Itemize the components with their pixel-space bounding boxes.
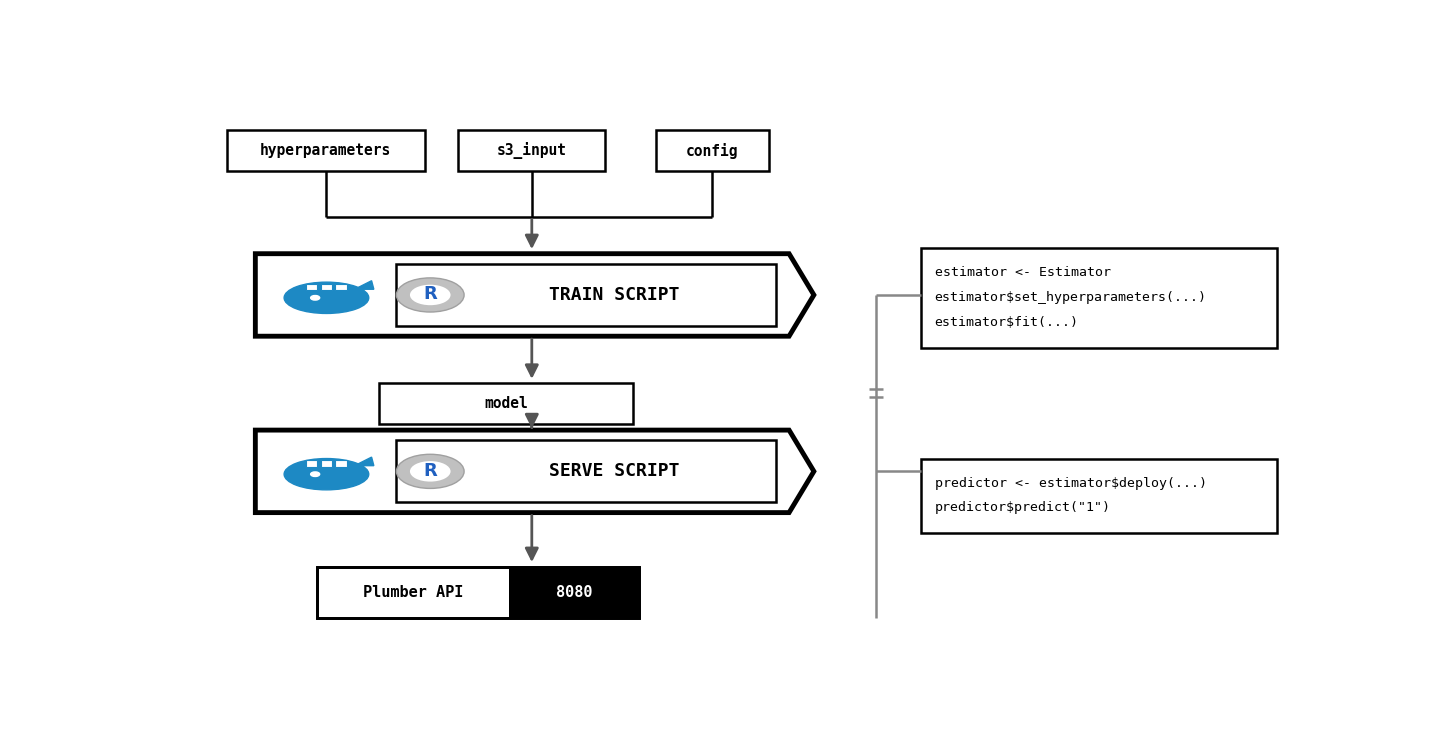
Polygon shape: [255, 253, 814, 336]
Polygon shape: [255, 430, 814, 513]
Circle shape: [396, 454, 464, 488]
FancyBboxPatch shape: [922, 458, 1277, 533]
Circle shape: [411, 285, 450, 305]
FancyBboxPatch shape: [306, 460, 317, 467]
Text: 8080: 8080: [556, 585, 593, 600]
FancyBboxPatch shape: [508, 567, 639, 618]
FancyBboxPatch shape: [396, 264, 776, 326]
Text: predictor <- estimator$deploy(...): predictor <- estimator$deploy(...): [935, 477, 1207, 490]
FancyBboxPatch shape: [320, 284, 332, 290]
Ellipse shape: [284, 458, 368, 490]
FancyBboxPatch shape: [922, 248, 1277, 347]
Circle shape: [310, 296, 320, 300]
Circle shape: [310, 472, 320, 477]
FancyBboxPatch shape: [655, 130, 769, 171]
FancyBboxPatch shape: [306, 284, 317, 290]
Text: predictor$predict("1"): predictor$predict("1"): [935, 501, 1111, 514]
Text: SERVE SCRIPT: SERVE SCRIPT: [549, 463, 680, 480]
Text: s3_input: s3_input: [496, 142, 566, 159]
Polygon shape: [355, 457, 374, 466]
Text: TRAIN SCRIPT: TRAIN SCRIPT: [549, 286, 680, 304]
Circle shape: [411, 461, 450, 482]
FancyBboxPatch shape: [320, 460, 332, 467]
FancyBboxPatch shape: [335, 284, 347, 290]
Ellipse shape: [284, 282, 368, 313]
Text: estimator$set_hyperparameters(...): estimator$set_hyperparameters(...): [935, 291, 1207, 304]
FancyBboxPatch shape: [396, 440, 776, 503]
Text: estimator$fit(...): estimator$fit(...): [935, 316, 1079, 329]
Polygon shape: [355, 281, 374, 289]
Text: model: model: [485, 396, 529, 412]
Text: hyperparameters: hyperparameters: [261, 143, 392, 158]
FancyBboxPatch shape: [380, 384, 633, 424]
FancyBboxPatch shape: [317, 567, 639, 618]
FancyBboxPatch shape: [227, 130, 425, 171]
Text: estimator <- Estimator: estimator <- Estimator: [935, 266, 1111, 279]
Circle shape: [396, 278, 464, 312]
Text: R: R: [424, 285, 437, 304]
Text: config: config: [686, 143, 738, 159]
Text: R: R: [424, 462, 437, 480]
FancyBboxPatch shape: [459, 130, 606, 171]
Text: Plumber API: Plumber API: [363, 585, 463, 600]
FancyBboxPatch shape: [335, 460, 347, 467]
